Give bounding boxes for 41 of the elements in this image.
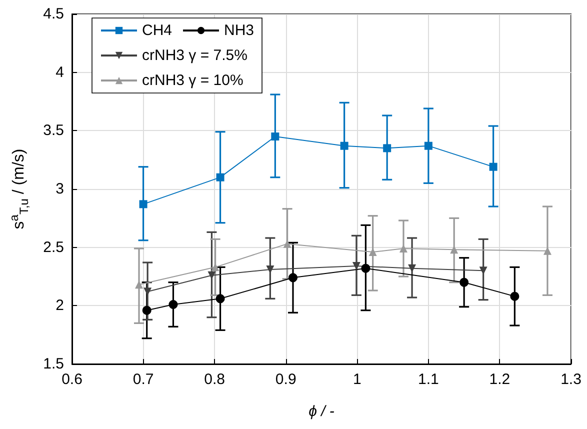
legend-label: crNH3 γ = 7.5%: [142, 47, 248, 64]
point: [489, 162, 498, 171]
x-tick-label: 1: [352, 371, 362, 388]
y-axis-title: saT,u / (m/s): [7, 148, 31, 230]
point: [216, 173, 224, 182]
x-tick-label: 0.8: [204, 371, 225, 388]
point: [135, 280, 144, 289]
y-tick-label: 2.5: [43, 238, 64, 256]
x-tick-label: 0.7: [132, 371, 154, 388]
point: [450, 246, 458, 254]
y-tick-label: 2: [56, 297, 64, 314]
x-axis-title: ϕ / -: [308, 403, 334, 420]
point: [216, 294, 225, 304]
y-tick-label: 4.5: [43, 6, 64, 22]
point: [139, 200, 148, 208]
point: [168, 300, 178, 309]
legend-label: CH4: [142, 22, 172, 39]
point: [424, 142, 432, 150]
x-tick-label: 1.2: [489, 371, 510, 388]
point: [361, 264, 370, 273]
point: [271, 132, 280, 140]
y-tick-label: 4: [56, 64, 64, 81]
point: [266, 266, 274, 274]
point: [510, 292, 520, 301]
y-tick-label: 3.5: [43, 122, 64, 140]
point: [142, 306, 152, 315]
x-tick-label: 0.9: [275, 371, 296, 388]
x-tick-label: 0.6: [62, 371, 82, 388]
point: [383, 144, 392, 152]
legend-label: crNH3 γ = 10%: [142, 72, 244, 89]
point: [399, 244, 408, 252]
legend-label: NH3: [224, 22, 254, 39]
x-tick-label: 1.1: [418, 371, 439, 388]
x-tick-label: 1.3: [560, 371, 582, 388]
y-tick-label: 3: [56, 180, 64, 198]
point: [352, 262, 360, 270]
point: [460, 278, 469, 287]
point: [340, 142, 348, 150]
y-tick-label: 1.5: [43, 356, 64, 372]
point: [288, 273, 298, 282]
point: [408, 264, 416, 272]
